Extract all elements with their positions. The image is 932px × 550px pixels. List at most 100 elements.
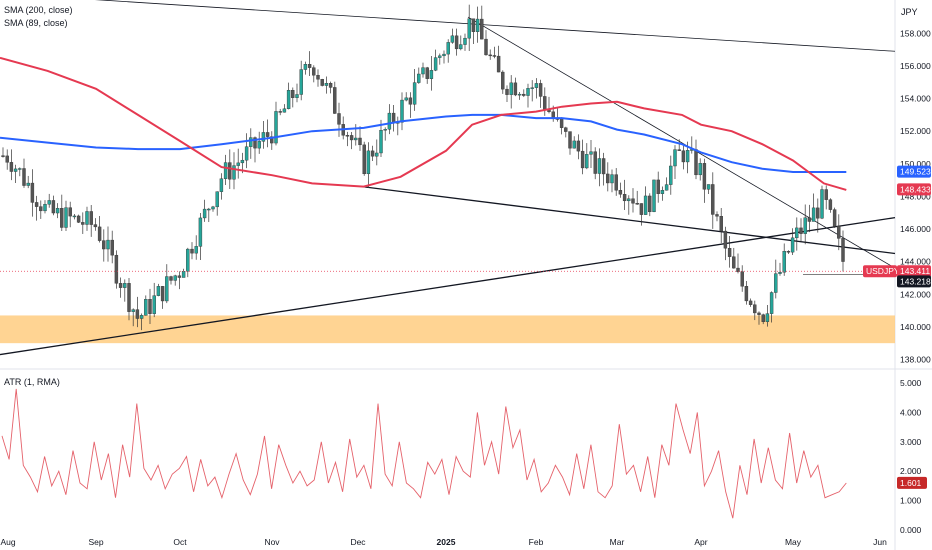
candle[interactable] (202, 199, 207, 222)
candle[interactable] (345, 131, 350, 147)
candlesticks[interactable] (1, 4, 845, 331)
atr-axis[interactable]: 5.000 4.000 3.000 2.000 1.000 0.000 (900, 378, 922, 535)
candle[interactable] (572, 136, 576, 149)
candle[interactable] (177, 271, 182, 290)
candle[interactable] (669, 155, 673, 195)
candle[interactable] (93, 218, 98, 231)
candle[interactable] (492, 46, 497, 59)
candle[interactable] (828, 198, 833, 213)
candle[interactable] (26, 175, 30, 189)
candle[interactable] (517, 91, 522, 100)
candle[interactable] (622, 179, 627, 210)
candle[interactable] (68, 201, 72, 228)
candle[interactable] (648, 193, 652, 217)
candle[interactable] (450, 28, 455, 44)
candle[interactable] (282, 104, 287, 113)
candle[interactable] (106, 226, 110, 262)
candle[interactable] (816, 198, 820, 233)
candle[interactable] (47, 193, 51, 208)
candle[interactable] (118, 277, 123, 298)
candle[interactable] (606, 162, 610, 192)
candle[interactable] (349, 132, 354, 150)
candle[interactable] (480, 5, 484, 40)
candle[interactable] (732, 247, 736, 269)
candle[interactable] (223, 154, 228, 185)
time-axis[interactable]: Aug Sep Oct Nov Dec 2025 Feb Mar Apr May Jun (0, 537, 887, 547)
candle[interactable] (333, 81, 337, 114)
candle[interactable] (753, 300, 757, 321)
candle[interactable] (194, 235, 198, 260)
candle[interactable] (526, 83, 530, 108)
price-axis[interactable]: 158.000 156.000 154.000 152.000 150.000 148.0… (900, 28, 931, 364)
candle[interactable] (690, 136, 694, 154)
atr-legend[interactable]: ATR (1, RMA) (4, 377, 60, 387)
candle[interactable] (324, 76, 329, 94)
candle[interactable] (593, 147, 597, 180)
candle[interactable] (173, 274, 177, 286)
candle[interactable] (610, 169, 614, 193)
candle[interactable] (181, 268, 186, 278)
candle[interactable] (820, 185, 824, 220)
candle[interactable] (522, 89, 526, 98)
candle[interactable] (442, 50, 446, 64)
candle[interactable] (652, 179, 656, 213)
candle[interactable] (72, 213, 77, 220)
candle[interactable] (841, 230, 845, 272)
candle[interactable] (417, 67, 421, 84)
candle[interactable] (786, 250, 791, 254)
candle[interactable] (635, 190, 639, 205)
candle[interactable] (303, 61, 308, 75)
candle[interactable] (102, 229, 106, 262)
candle[interactable] (299, 60, 303, 101)
candle[interactable] (576, 134, 581, 160)
candle[interactable] (295, 83, 299, 103)
candle[interactable] (396, 116, 400, 136)
candle[interactable] (513, 77, 518, 97)
candle[interactable] (160, 286, 165, 309)
candle[interactable] (832, 207, 837, 228)
candle[interactable] (534, 78, 539, 99)
candle[interactable] (631, 188, 635, 213)
candle[interactable] (152, 282, 156, 318)
candle[interactable] (664, 177, 669, 191)
candle[interactable] (412, 69, 417, 111)
candle[interactable] (404, 92, 408, 102)
candle[interactable] (190, 242, 194, 260)
candle[interactable] (156, 283, 161, 297)
sma89-legend[interactable]: SMA (89, close) (4, 18, 68, 28)
candle[interactable] (211, 205, 215, 212)
candle[interactable] (438, 53, 442, 65)
candle[interactable] (706, 184, 711, 194)
candle[interactable] (782, 243, 786, 276)
candle[interactable] (484, 30, 488, 56)
candle[interactable] (837, 214, 841, 251)
candle[interactable] (769, 291, 774, 323)
candle[interactable] (677, 139, 681, 151)
candle[interactable] (824, 185, 828, 210)
candle[interactable] (505, 85, 509, 102)
candle[interactable] (13, 164, 18, 183)
candle[interactable] (467, 4, 471, 51)
candle[interactable] (186, 247, 190, 278)
candle[interactable] (471, 18, 476, 45)
candle[interactable] (286, 82, 291, 110)
candle[interactable] (748, 298, 753, 307)
candle[interactable] (5, 149, 9, 170)
candle[interactable] (219, 173, 224, 200)
candle[interactable] (30, 169, 35, 217)
candle[interactable] (312, 65, 316, 83)
candle[interactable] (429, 55, 434, 91)
candle[interactable] (39, 200, 43, 219)
atr-pane[interactable] (1, 388, 847, 519)
ascending-support-line[interactable] (0, 216, 896, 356)
candle[interactable] (702, 158, 707, 203)
candle[interactable] (89, 205, 93, 237)
candle[interactable] (715, 211, 719, 222)
candle[interactable] (22, 158, 26, 188)
candle[interactable] (744, 280, 749, 305)
candle[interactable] (543, 87, 547, 116)
candle[interactable] (375, 139, 379, 166)
candle[interactable] (425, 66, 429, 84)
candle[interactable] (564, 126, 568, 138)
candle[interactable] (358, 126, 362, 151)
